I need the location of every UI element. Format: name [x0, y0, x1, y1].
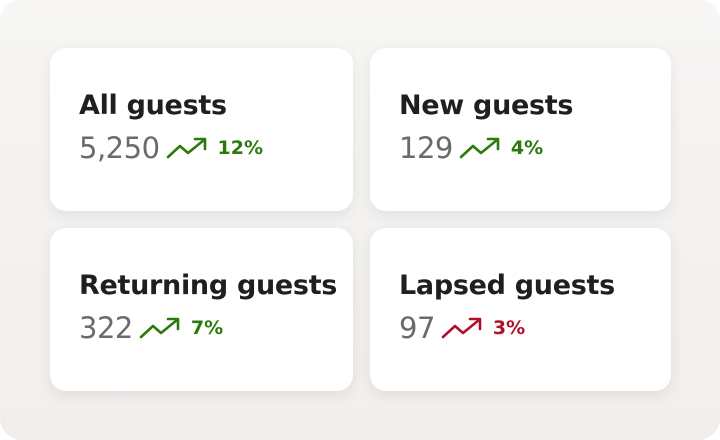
trend-icon — [459, 137, 500, 159]
card-title: All guests — [79, 90, 227, 121]
card-title: Lapsed guests — [399, 270, 615, 301]
card-title: Returning guests — [79, 270, 338, 301]
stat-card: New guests 129 4% — [370, 48, 671, 211]
stat-value: 129 — [399, 131, 453, 165]
stat-change: 4% — [510, 137, 544, 159]
stat-row: 97 3% — [399, 310, 671, 346]
card-title: New guests — [399, 90, 574, 121]
trend-line — [459, 138, 499, 159]
trend-icon — [166, 137, 206, 159]
stat-row: 322 7% — [79, 310, 353, 346]
stat-value: 97 — [399, 311, 435, 345]
stat-card: All guests 5,250 12% — [50, 48, 353, 211]
stat-value: 5,250 — [79, 131, 160, 165]
trend-line — [166, 138, 205, 159]
stat-card: Lapsed guests 97 3% — [370, 228, 671, 391]
trend-icon — [139, 317, 180, 339]
stat-value: 322 — [79, 311, 133, 345]
stat-row: 129 4% — [399, 130, 671, 166]
trend-line — [441, 318, 481, 339]
trend-arrowhead — [193, 137, 206, 151]
stat-change: 3% — [492, 317, 526, 339]
trend-icon — [441, 317, 482, 339]
stat-change: 7% — [190, 317, 224, 339]
stat-change: 12% — [217, 137, 264, 159]
trend-arrowhead — [166, 317, 180, 331]
stat-card: Returning guests 322 7% — [50, 228, 353, 391]
trend-line — [139, 318, 179, 339]
stat-row: 5,250 12% — [79, 130, 353, 166]
trend-arrowhead — [468, 317, 482, 331]
card-grid: All guests 5,250 12% New guests 129 4% Returni… — [50, 48, 671, 391]
trend-arrowhead — [486, 137, 500, 151]
